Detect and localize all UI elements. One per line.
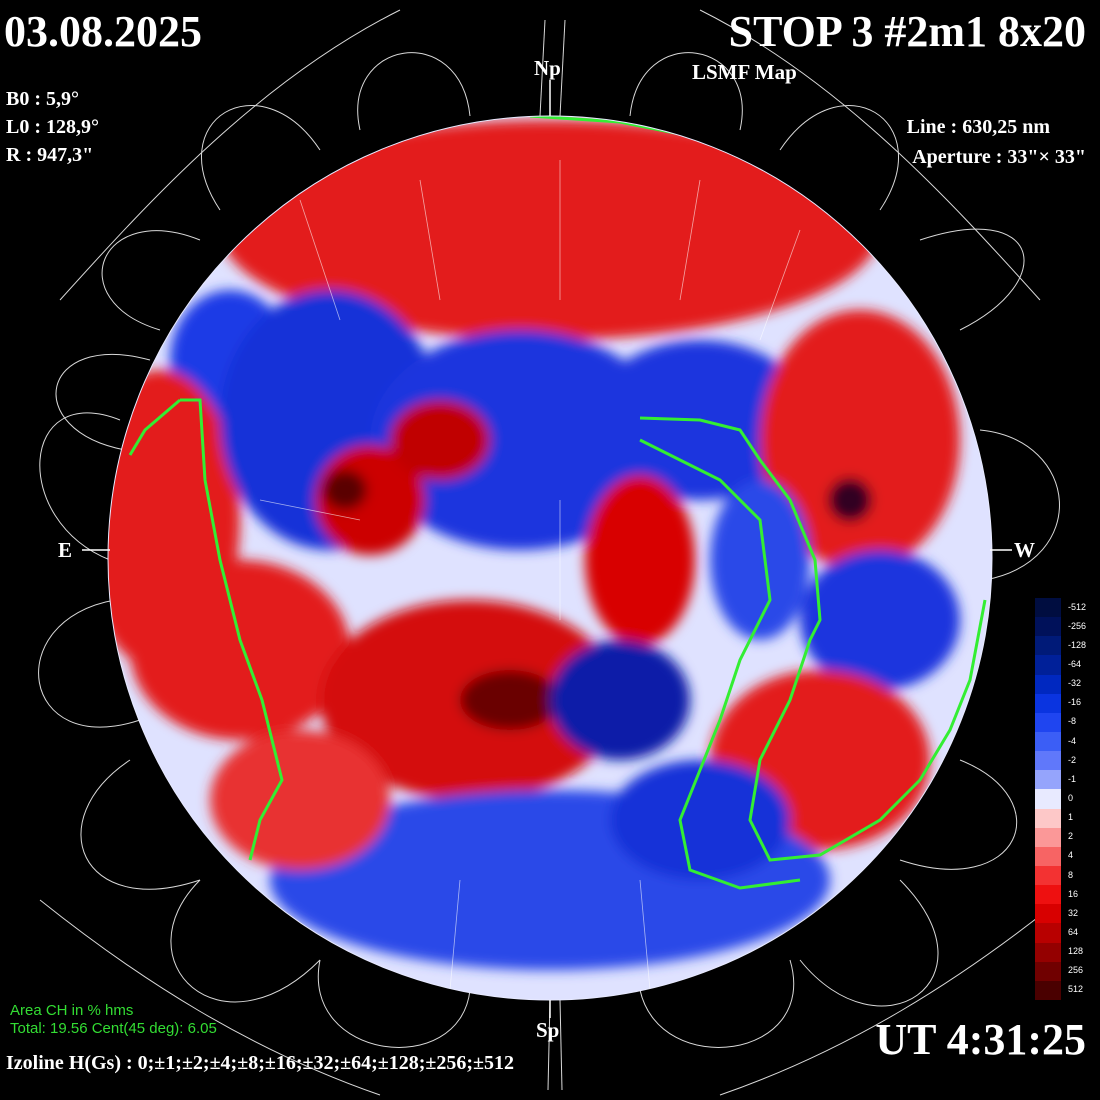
scale-tick-label: 128 xyxy=(1068,946,1084,957)
scale-swatch xyxy=(1035,885,1061,905)
scale-tick-label: -8 xyxy=(1068,716,1077,727)
scale-swatch xyxy=(1035,598,1061,618)
scale-swatch xyxy=(1035,617,1061,637)
izoline-levels: Izoline H(Gs) : 0;±1;±2;±4;±8;±16;±32;±6… xyxy=(6,1052,515,1074)
scale-swatch xyxy=(1035,731,1061,752)
ut-time: UT 4:31:25 xyxy=(875,1015,1086,1064)
scale-swatch xyxy=(1035,961,1061,981)
west-label: W xyxy=(1014,538,1035,562)
scale-tick-label: 2 xyxy=(1068,831,1074,842)
map-title: STOP 3 #2m1 8x20 xyxy=(728,7,1086,56)
scale-tick-label: -4 xyxy=(1068,735,1077,746)
scale-swatch xyxy=(1035,808,1061,828)
scale-swatch xyxy=(1035,712,1061,732)
scale-tick-label: 0 xyxy=(1068,793,1074,803)
spectral-line: Line : 630,25 nm xyxy=(906,116,1050,138)
scale-swatch xyxy=(1035,865,1061,886)
scale-swatch xyxy=(1035,980,1061,1000)
aperture: Aperture : 33"× 33" xyxy=(912,146,1086,168)
scale-swatch xyxy=(1035,942,1061,962)
param-b0: B0 : 5,9° xyxy=(6,88,79,110)
scale-tick-label: -2 xyxy=(1068,754,1077,765)
scale-tick-label: 16 xyxy=(1068,888,1079,899)
field-lines xyxy=(38,9,1061,1096)
scale-tick-label: -512 xyxy=(1068,601,1087,612)
coronal-hole-values: Total: 19.56 Cent(45 deg): 6.05 xyxy=(10,1020,217,1037)
scale-tick-label: 4 xyxy=(1068,850,1074,861)
param-radius: R : 947,3" xyxy=(6,144,94,166)
color-scale-bar xyxy=(1035,598,1061,1000)
map-subtitle: LSMF Map xyxy=(692,60,797,84)
scale-swatch xyxy=(1035,789,1061,809)
scale-swatch xyxy=(1035,751,1061,771)
scale-tick-label: 64 xyxy=(1068,927,1079,937)
scale-swatch xyxy=(1035,923,1061,943)
scale-tick-label: -32 xyxy=(1068,678,1082,689)
scale-tick-label: 256 xyxy=(1068,965,1084,976)
south-pole-label: Sp xyxy=(536,1018,560,1042)
solar-disk xyxy=(108,116,992,1000)
scale-swatch xyxy=(1035,770,1061,790)
scale-tick-label: -16 xyxy=(1068,697,1082,708)
east-label: E xyxy=(58,538,73,562)
scale-swatch xyxy=(1035,674,1061,694)
scale-tick-label: -1 xyxy=(1068,773,1077,784)
observation-date: 03.08.2025 xyxy=(4,7,202,56)
north-pole-label: Np xyxy=(534,56,561,80)
scale-tick-label: 32 xyxy=(1068,907,1079,918)
scale-swatch xyxy=(1035,904,1061,924)
scale-swatch xyxy=(1035,846,1061,866)
scale-swatch xyxy=(1035,693,1061,713)
scale-swatch xyxy=(1035,827,1061,847)
scale-swatch xyxy=(1035,655,1061,675)
scale-tick-label: 512 xyxy=(1068,984,1084,995)
scale-tick-label: -128 xyxy=(1068,639,1087,650)
scale-swatch xyxy=(1035,636,1061,656)
coronal-hole-title: Area CH in % hms xyxy=(10,1002,134,1019)
scale-tick-label: -64 xyxy=(1068,659,1082,669)
param-l0: L0 : 128,9° xyxy=(6,116,99,138)
scale-tick-label: 8 xyxy=(1068,869,1074,880)
scale-tick-label: -256 xyxy=(1068,620,1087,631)
scale-tick-label: 1 xyxy=(1068,812,1074,823)
